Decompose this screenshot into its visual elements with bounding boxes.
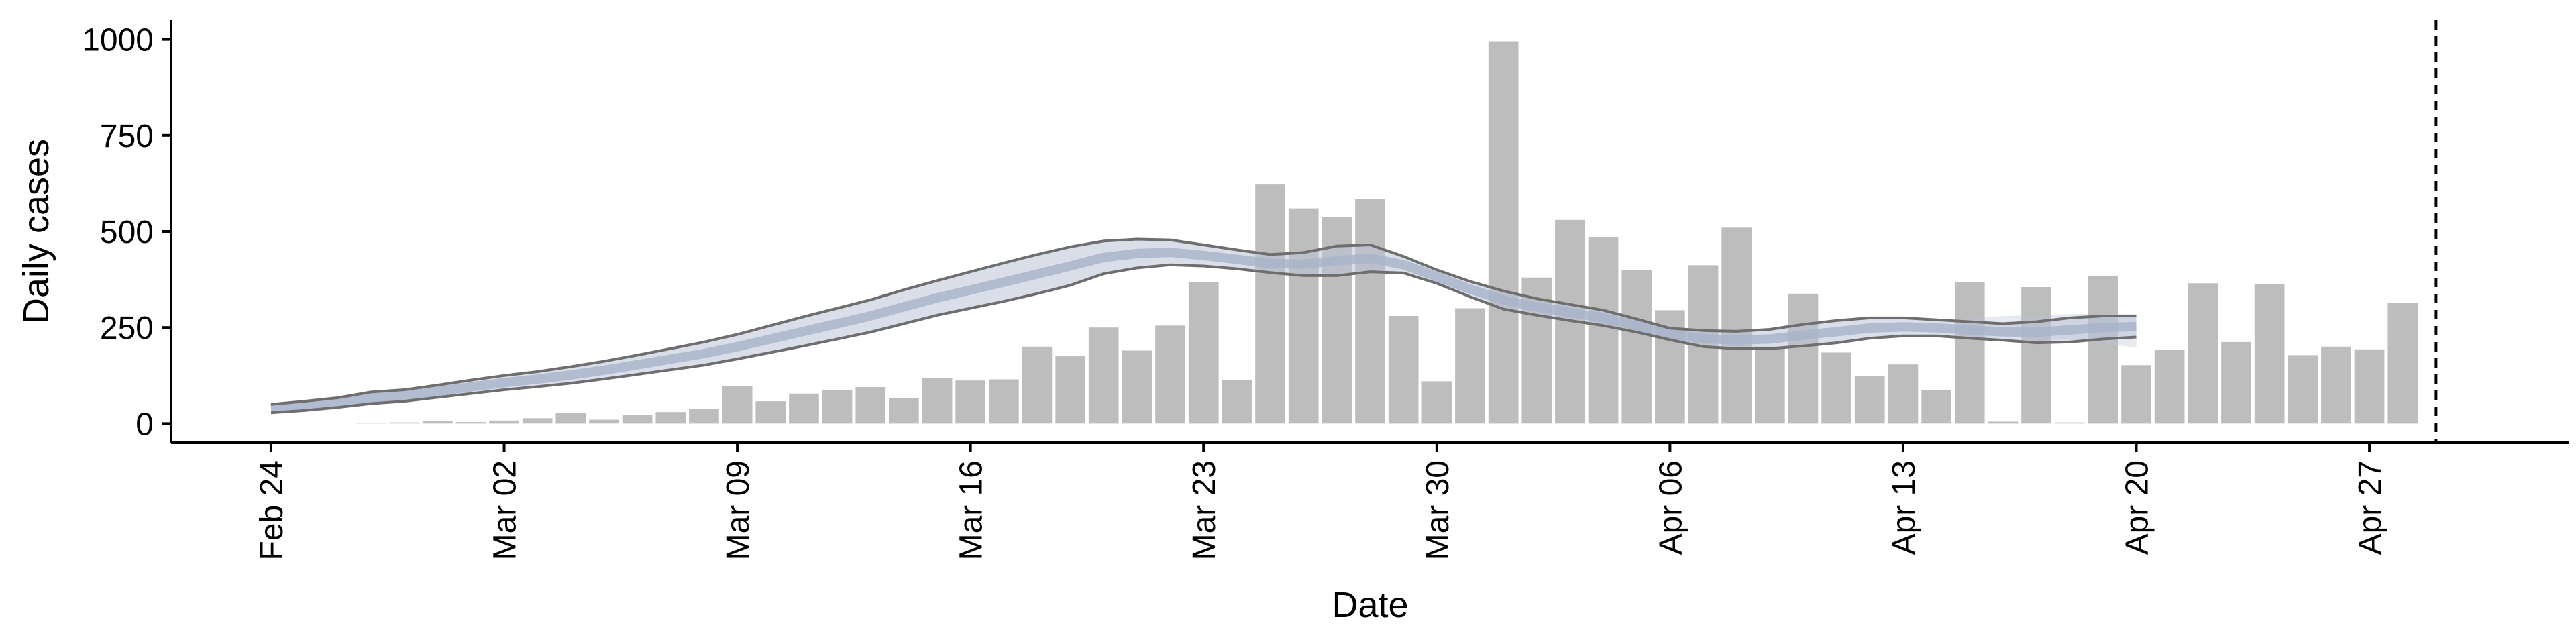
y-tick-label: 0 — [136, 407, 154, 442]
bar — [1188, 282, 1219, 424]
bar — [522, 418, 553, 424]
x-tick-label: Feb 24 — [254, 460, 290, 560]
upper-bound-line — [270, 237, 2137, 406]
bar — [1022, 346, 1053, 424]
bar — [789, 393, 819, 424]
x-tick-label: Mar 23 — [1187, 460, 1222, 560]
bar — [589, 419, 619, 424]
bar — [2221, 341, 2251, 424]
y-tick-label: 250 — [100, 311, 154, 346]
bar — [622, 415, 653, 424]
bar — [1755, 346, 1785, 424]
bar — [422, 421, 453, 424]
bar — [2121, 365, 2151, 424]
bar — [2387, 303, 2418, 424]
y-tick-label: 1000 — [82, 23, 154, 58]
x-tick-label: Apr 06 — [1653, 460, 1688, 555]
bar — [822, 390, 853, 424]
bar — [1588, 237, 1619, 424]
bar — [2154, 350, 2185, 424]
x-axis-title: Date — [1332, 585, 1408, 625]
bar — [889, 398, 919, 424]
y-tick-label: 500 — [100, 215, 154, 250]
bar — [1888, 364, 1919, 424]
bar — [922, 378, 953, 424]
bar — [989, 379, 1019, 424]
bar — [455, 422, 486, 424]
bar — [389, 422, 419, 424]
x-tick-label: Apr 20 — [2120, 460, 2155, 555]
bar — [1954, 282, 1985, 424]
bar — [555, 413, 586, 424]
y-axis-title: Daily cases — [16, 139, 56, 324]
median-line — [270, 248, 2137, 413]
bar — [655, 412, 686, 424]
bar — [1122, 350, 1152, 424]
bar — [1721, 227, 1752, 424]
estimate-band-layer — [270, 237, 2137, 415]
bar — [855, 387, 886, 424]
bar — [1222, 380, 1252, 424]
bar — [1988, 421, 2019, 424]
x-tick-label: Mar 09 — [720, 460, 756, 560]
bar — [1155, 325, 1185, 424]
bar — [2188, 283, 2218, 424]
bar — [2021, 287, 2051, 424]
bar — [722, 386, 753, 424]
y-tick-label: 750 — [100, 119, 154, 154]
bar — [489, 420, 519, 424]
bar — [1255, 184, 1285, 424]
x-tick-layer: Feb 24 Mar 02 Mar 09 Mar 16 Mar 23 Mar 30 Apr … — [254, 443, 2388, 560]
bar — [1455, 308, 1485, 424]
bar — [755, 401, 786, 424]
x-tick-label: Mar 16 — [954, 460, 989, 560]
bar — [2288, 355, 2318, 424]
bar — [1854, 376, 1885, 424]
y-tick-layer: 0 250 500 750 1000 — [82, 23, 171, 442]
lower-bound-line — [270, 263, 2137, 415]
bar — [1355, 199, 1385, 424]
bar — [1788, 293, 1819, 424]
bar — [1288, 208, 1319, 424]
x-tick-label: Apr 27 — [2353, 460, 2388, 555]
bar — [1088, 327, 1119, 424]
bar — [2054, 422, 2085, 424]
bar — [1421, 381, 1452, 424]
bar — [1821, 352, 1851, 424]
bar — [2254, 284, 2285, 424]
bar — [2088, 275, 2118, 424]
bar — [1488, 41, 1519, 424]
bar — [1621, 270, 1652, 424]
bar-layer — [356, 41, 2418, 424]
bar — [1055, 356, 1085, 424]
bar — [1921, 390, 1951, 424]
x-tick-label: Mar 02 — [488, 460, 523, 560]
x-tick-label: Mar 30 — [1420, 460, 1456, 560]
bar — [955, 380, 985, 424]
bar — [689, 409, 719, 424]
bar — [2354, 349, 2385, 424]
x-tick-label: Apr 13 — [1886, 460, 1922, 555]
bar — [1388, 316, 1419, 424]
bar — [2321, 346, 2351, 424]
